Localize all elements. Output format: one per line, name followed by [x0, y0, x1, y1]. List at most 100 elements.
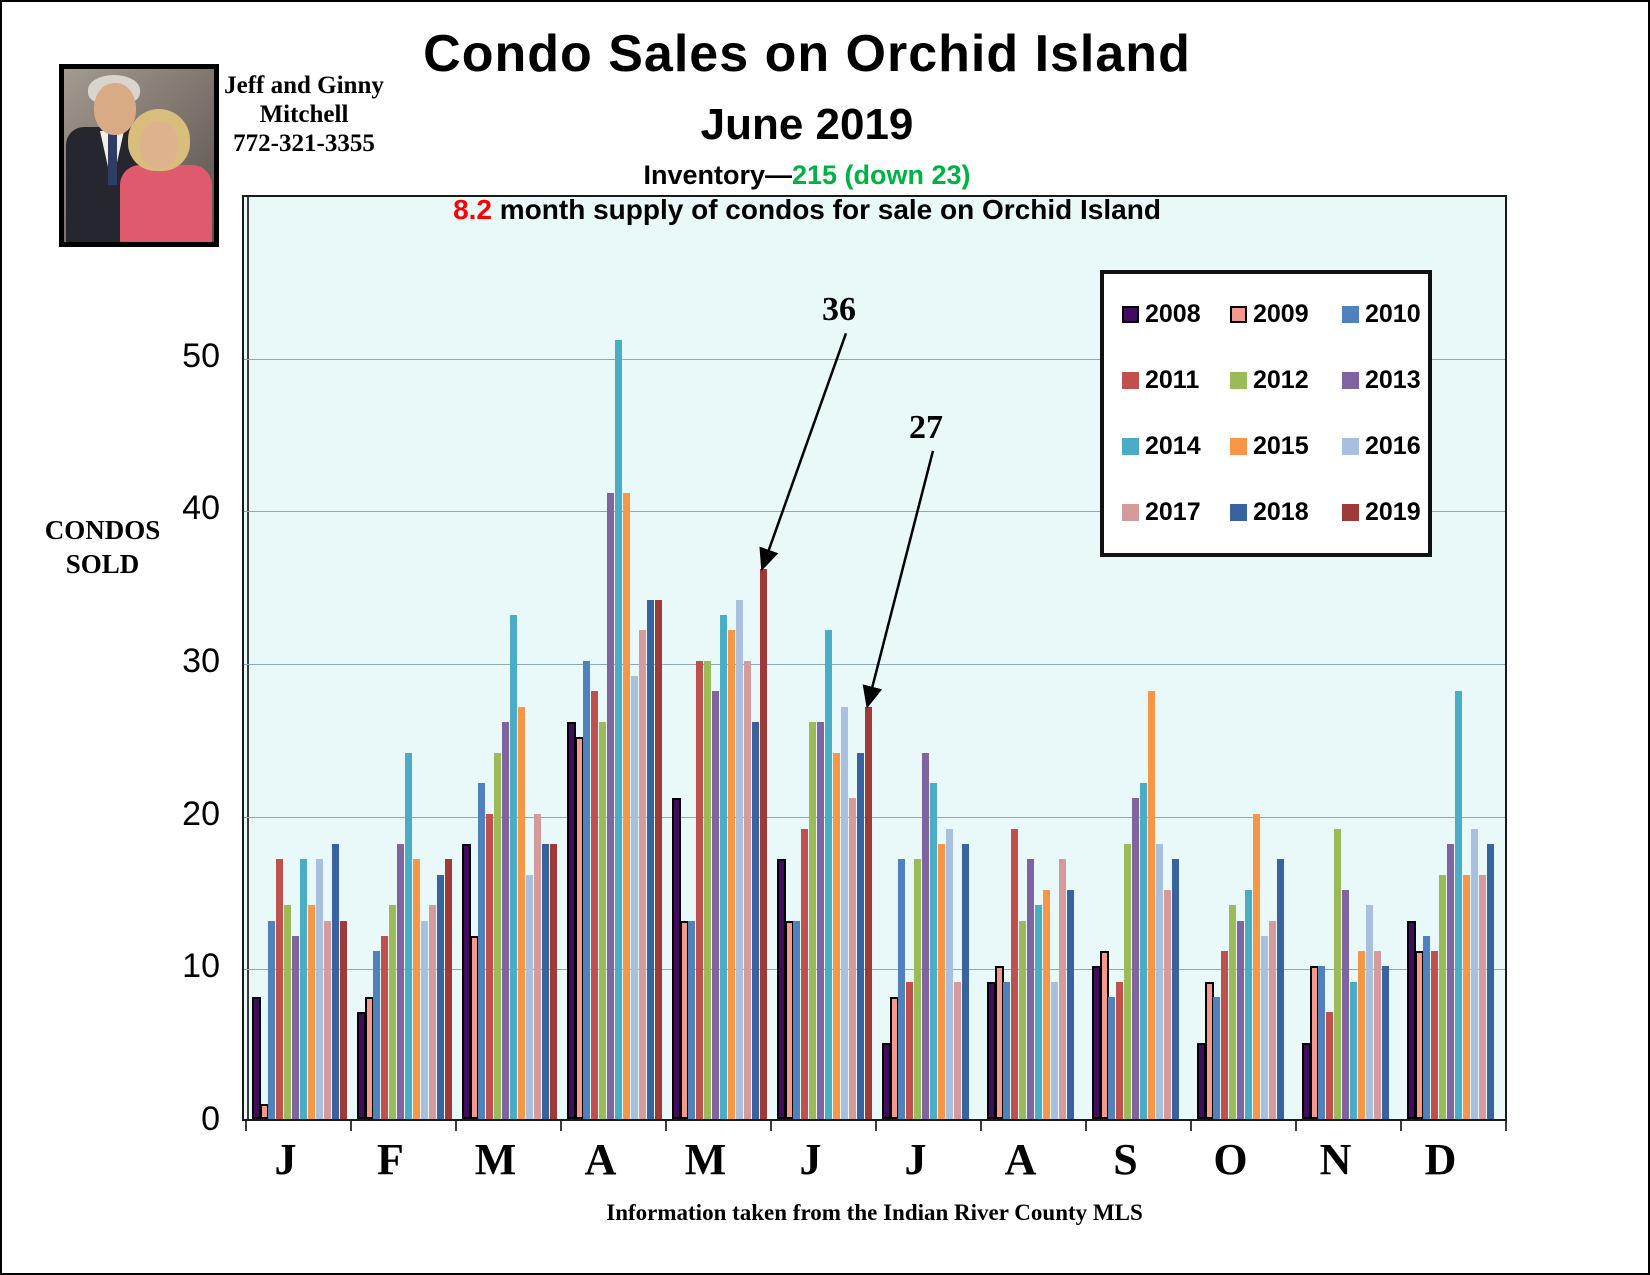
- bar-2017-S9: [1164, 890, 1171, 1119]
- bar-2018-D12: [1487, 844, 1494, 1119]
- bar-2016-O10: [1261, 936, 1268, 1119]
- bar-2013-J1: [292, 936, 299, 1119]
- source-note: Information taken from the Indian River …: [606, 1200, 1143, 1225]
- bar-2010-F2: [373, 951, 380, 1119]
- x-tick-label-1: J: [274, 1135, 297, 1184]
- bar-2013-J7: [922, 753, 929, 1119]
- inventory-prefix: Inventory—: [643, 160, 792, 190]
- x-axis-tick: [245, 1121, 247, 1131]
- bar-2015-S9: [1148, 691, 1155, 1119]
- bar-2014-J7: [930, 783, 937, 1119]
- legend-item-2011: 2011: [1122, 366, 1230, 395]
- bar-2013-O10: [1237, 921, 1244, 1119]
- legend-swatch-2011: [1122, 372, 1139, 390]
- y-axis-title-line2: SOLD: [65, 548, 140, 579]
- legend-swatch-2018: [1230, 503, 1247, 521]
- gridline-50: [244, 358, 1505, 360]
- agents-photo: [59, 64, 219, 247]
- legend-item-2019: 2019: [1342, 498, 1434, 527]
- bar-2015-A4: [623, 493, 630, 1119]
- legend-item-2012: 2012: [1230, 366, 1342, 395]
- agent-name-line2: Mitchell: [259, 100, 349, 128]
- bar-2014-D12: [1455, 691, 1462, 1119]
- bar-2016-D12: [1471, 829, 1478, 1119]
- legend-label-2010: 2010: [1365, 300, 1421, 329]
- bar-2018-S9: [1172, 859, 1179, 1119]
- legend-swatch-2009: [1230, 306, 1247, 324]
- bar-2012-F2: [389, 905, 396, 1119]
- legend-label-2011: 2011: [1145, 366, 1200, 395]
- bar-2015-J6: [833, 753, 840, 1119]
- chart-title: Condo Sales on Orchid Island: [423, 25, 1191, 83]
- x-axis-tick: [1505, 1121, 1507, 1131]
- bar-2018-N11: [1382, 966, 1389, 1119]
- bar-2016-A8: [1051, 982, 1058, 1119]
- bar-2019-M5: [760, 569, 767, 1119]
- bar-2010-N11: [1318, 966, 1325, 1119]
- bar-2015-J7: [938, 844, 945, 1119]
- bar-2013-D12: [1447, 844, 1454, 1119]
- bar-2011-J7: [906, 982, 913, 1119]
- legend-item-2014: 2014: [1122, 432, 1230, 461]
- bar-2015-M3: [518, 707, 525, 1119]
- legend-swatch-2016: [1342, 437, 1359, 455]
- supply-value: 8.2: [453, 194, 492, 225]
- x-axis-tick: [1295, 1121, 1297, 1131]
- legend-label-2016: 2016: [1365, 431, 1421, 460]
- bar-2010-J6: [793, 921, 800, 1119]
- bar-2013-N11: [1342, 890, 1349, 1119]
- bar-2018-J7: [962, 844, 969, 1119]
- bar-2016-J7: [946, 829, 953, 1119]
- bar-2012-A8: [1019, 921, 1026, 1119]
- bar-2014-J1: [300, 859, 307, 1119]
- legend: 2008 2009 2010 2011 2012 2013 2014 2015 2016 2017…: [1100, 270, 1432, 557]
- bar-2010-A8: [1003, 982, 1010, 1119]
- x-axis-tick: [980, 1121, 982, 1131]
- legend-item-2016: 2016: [1342, 432, 1434, 461]
- x-tick-label-3: M: [474, 1135, 517, 1184]
- legend-swatch-2017: [1122, 503, 1139, 521]
- gridline-20: [244, 816, 1505, 818]
- x-tick-label-12: D: [1424, 1135, 1457, 1184]
- bar-2019-M3: [550, 844, 557, 1119]
- bar-2013-F2: [397, 844, 404, 1119]
- annotation-label-27: 27: [909, 408, 943, 446]
- bar-2019-F2: [445, 859, 452, 1119]
- bar-2017-M3: [534, 814, 541, 1119]
- legend-label-2012: 2012: [1253, 366, 1309, 395]
- bar-2011-O10: [1221, 951, 1228, 1119]
- inventory-line: Inventory—215 (down 23): [242, 160, 1372, 191]
- legend-label-2015: 2015: [1253, 431, 1309, 460]
- bar-2017-J6: [849, 798, 856, 1119]
- bar-2015-O10: [1253, 814, 1260, 1119]
- x-axis-tick: [560, 1121, 562, 1131]
- bar-2010-S9: [1108, 997, 1115, 1119]
- legend-label-2014: 2014: [1145, 431, 1201, 460]
- bar-2012-M3: [494, 753, 501, 1119]
- legend-item-2008: 2008: [1122, 300, 1230, 329]
- y-axis-title: CONDOS SOLD: [20, 514, 185, 582]
- bar-2011-J1: [276, 859, 283, 1119]
- legend-item-2013: 2013: [1342, 366, 1434, 395]
- bar-2012-S9: [1124, 844, 1131, 1119]
- x-tick-label-9: S: [1113, 1135, 1138, 1184]
- x-axis-tick: [875, 1121, 877, 1131]
- x-tick-label-11: N: [1319, 1135, 1352, 1184]
- legend-label-2017: 2017: [1145, 497, 1201, 526]
- y-tick-label-20: 20: [182, 794, 220, 833]
- bar-2015-F2: [413, 859, 420, 1119]
- agent-contact: Jeff and Ginny Mitchell 772-321-3355: [214, 72, 394, 158]
- bar-2018-J1: [332, 844, 339, 1119]
- x-axis-tick: [665, 1121, 667, 1131]
- bar-2008-J1: [252, 997, 261, 1119]
- bar-2016-N11: [1366, 905, 1373, 1119]
- x-tick-label-7: J: [904, 1135, 927, 1184]
- bar-2015-J1: [308, 905, 315, 1119]
- x-tick-label-4: A: [584, 1135, 617, 1184]
- bar-2016-J1: [316, 859, 323, 1119]
- x-axis-tick: [350, 1121, 352, 1131]
- photo-man-face: [94, 83, 136, 135]
- bar-2012-N11: [1334, 829, 1341, 1119]
- bar-2017-A8: [1059, 859, 1066, 1119]
- bar-2017-J7: [954, 982, 961, 1119]
